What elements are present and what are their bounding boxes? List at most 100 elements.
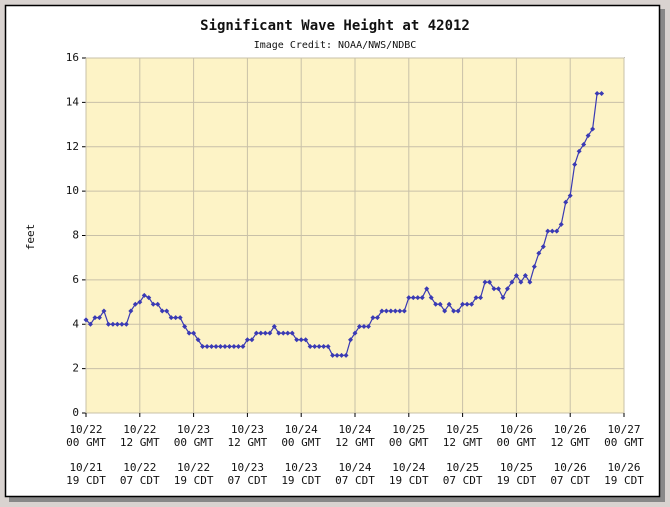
point	[168, 315, 174, 321]
x-tick-label-local: 10/24	[392, 461, 425, 474]
point	[137, 299, 143, 305]
point	[374, 315, 380, 321]
point	[222, 343, 228, 349]
point	[146, 295, 152, 301]
point	[271, 323, 277, 329]
point	[554, 228, 560, 234]
point	[200, 343, 206, 349]
point	[540, 244, 546, 250]
x-tick-label: 10/26	[554, 423, 587, 436]
x-tick-label: 12 GMT	[120, 436, 160, 449]
x-tick-label: 00 GMT	[497, 436, 537, 449]
x-tick-label-local: 10/25	[446, 461, 479, 474]
x-tick-label: 12 GMT	[228, 436, 268, 449]
point	[509, 279, 515, 285]
point	[545, 228, 551, 234]
point	[455, 308, 461, 314]
point	[410, 295, 416, 301]
y-tick-label: 6	[72, 273, 79, 286]
point	[105, 321, 111, 327]
x-tick-label: 12 GMT	[335, 436, 375, 449]
point	[231, 343, 237, 349]
x-tick-label: 10/26	[500, 423, 533, 436]
x-tick-label: 10/27	[607, 423, 640, 436]
point	[379, 308, 385, 314]
point	[235, 343, 241, 349]
x-tick-label-local: 19 CDT	[389, 474, 429, 487]
x-tick-label-local: 07 CDT	[550, 474, 590, 487]
x-tick-label-local: 10/22	[177, 461, 210, 474]
point	[244, 337, 250, 343]
point	[213, 343, 219, 349]
x-tick-label: 00 GMT	[604, 436, 644, 449]
point	[585, 133, 591, 139]
x-tick-label: 10/24	[338, 423, 371, 436]
x-tick-label: 00 GMT	[174, 436, 214, 449]
point	[173, 315, 179, 321]
x-tick-label-local: 10/23	[285, 461, 318, 474]
point	[150, 301, 156, 307]
point	[495, 286, 501, 292]
x-tick-label-local: 19 CDT	[497, 474, 537, 487]
y-tick-label: 14	[66, 95, 80, 108]
point	[370, 315, 376, 321]
point	[267, 330, 273, 336]
x-tick-label: 10/25	[392, 423, 425, 436]
point	[209, 343, 215, 349]
point	[195, 337, 201, 343]
x-tick-label: 00 GMT	[389, 436, 429, 449]
point	[563, 199, 569, 205]
point	[594, 91, 600, 96]
x-tick-label-local: 19 CDT	[66, 474, 106, 487]
point	[343, 352, 349, 358]
point	[567, 193, 573, 199]
point	[132, 301, 138, 307]
x-tick-label: 00 GMT	[281, 436, 321, 449]
point	[119, 321, 125, 327]
point	[397, 308, 403, 314]
point	[87, 321, 93, 327]
point	[262, 330, 268, 336]
y-tick-label: 12	[66, 140, 79, 153]
point	[469, 301, 475, 307]
point	[339, 352, 345, 358]
chart-subtitle: Image Credit: NOAA/NWS/NDBC	[254, 40, 417, 51]
point	[240, 343, 246, 349]
x-tick-label-local: 19 CDT	[174, 474, 214, 487]
point	[92, 315, 98, 321]
point	[123, 321, 129, 327]
point	[464, 301, 470, 307]
point	[316, 343, 322, 349]
y-tick-label: 0	[72, 406, 79, 419]
x-tick-label-local: 10/25	[500, 461, 533, 474]
x-tick-label-local: 10/23	[231, 461, 264, 474]
x-tick-label: 12 GMT	[443, 436, 483, 449]
point	[330, 352, 336, 358]
point	[478, 295, 484, 301]
point	[182, 323, 188, 329]
point	[424, 286, 430, 292]
point	[576, 148, 582, 154]
point	[204, 343, 210, 349]
y-axis-label: feet	[24, 224, 37, 251]
point	[437, 301, 443, 307]
x-tick-label-local: 10/24	[338, 461, 371, 474]
point	[128, 308, 134, 314]
point	[164, 308, 170, 314]
point	[590, 126, 596, 132]
point	[536, 250, 542, 256]
point	[531, 264, 537, 270]
point	[276, 330, 282, 336]
x-tick-label: 10/24	[285, 423, 318, 436]
point	[383, 308, 389, 314]
point	[155, 301, 161, 307]
point	[433, 301, 439, 307]
point	[401, 308, 407, 314]
point	[285, 330, 291, 336]
x-tick-label-local: 10/22	[123, 461, 156, 474]
point	[504, 286, 510, 292]
point	[258, 330, 264, 336]
point	[289, 330, 295, 336]
